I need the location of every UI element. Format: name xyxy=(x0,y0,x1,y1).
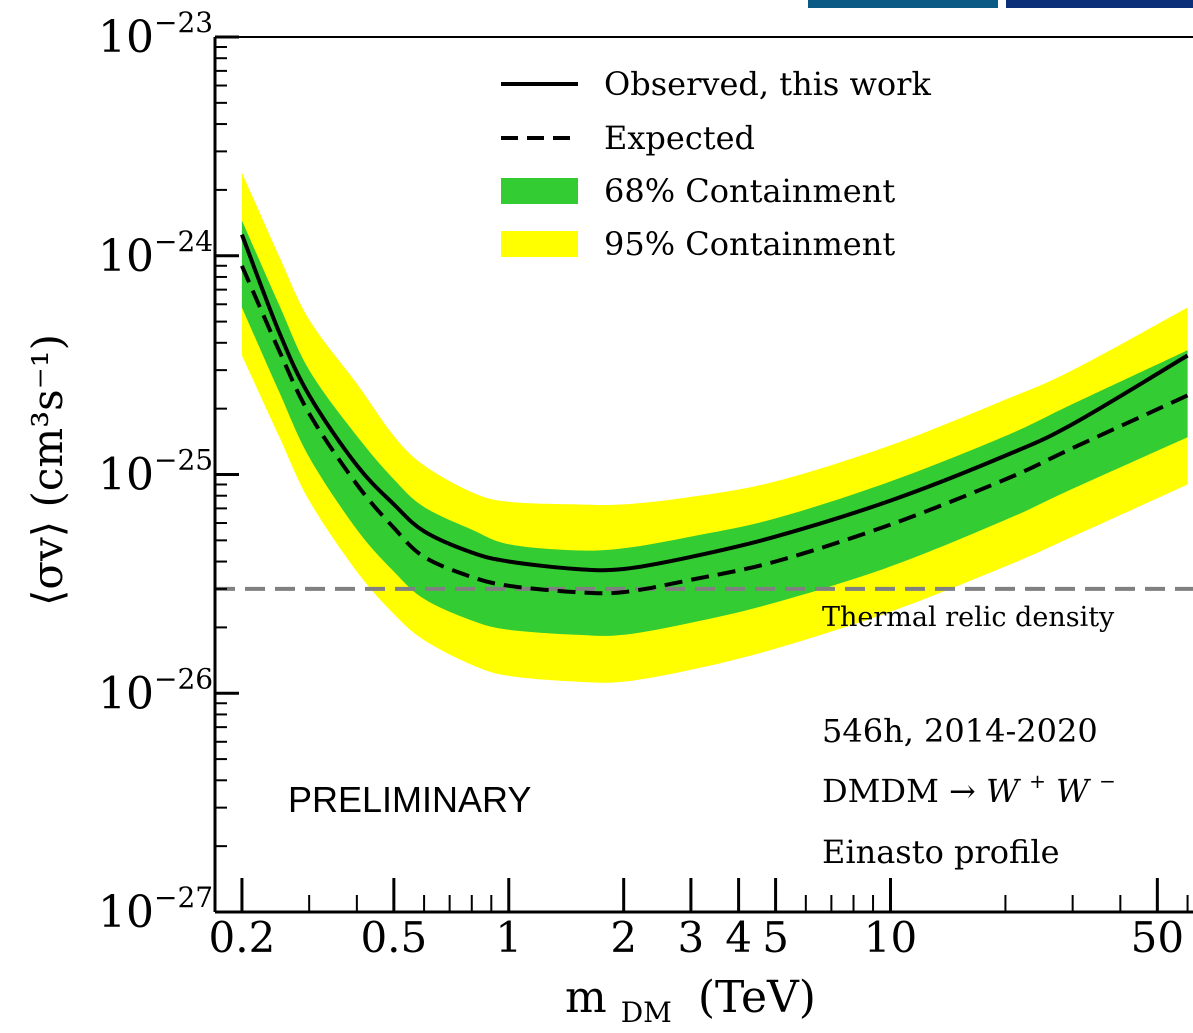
x-tick-label: 4 xyxy=(725,913,752,962)
x-axis-title: m DM (TeV) xyxy=(565,972,816,1028)
x-tick-label: 2 xyxy=(610,913,637,962)
y-tick-base: 10 xyxy=(98,231,154,282)
observed-line xyxy=(240,233,1189,573)
legend: Observed, this work Expected 68% Containme… xyxy=(501,65,931,263)
expected-line xyxy=(240,264,1189,596)
y-tick-exponent: −23 xyxy=(154,6,213,39)
y-tick-label: 10−26 xyxy=(98,662,213,719)
x-tick-label: 1 xyxy=(495,913,522,962)
channel-w1: W xyxy=(986,772,1022,810)
y-tick-label: 10−24 xyxy=(98,225,213,282)
x-tick-label: 10 xyxy=(864,913,917,962)
y-tick-base: 10 xyxy=(98,887,154,938)
channel-w2: W xyxy=(1056,772,1092,810)
legend-label: Observed, this work xyxy=(604,65,931,103)
y-tick-base: 10 xyxy=(98,450,154,501)
x-axis-title-unit: (TeV) xyxy=(698,972,816,1023)
annotation-channel: DMDM → W + W − xyxy=(822,758,1116,810)
x-tick-label: 0.2 xyxy=(209,913,276,962)
preliminary-label: PRELIMINARY xyxy=(288,779,531,820)
y-tick-label: 10−27 xyxy=(98,881,213,938)
legend-label: 68% Containment xyxy=(604,172,895,210)
x-axis-title-sub: DM xyxy=(621,996,672,1028)
y-tick-exponent: −24 xyxy=(154,225,213,258)
legend-label: Expected xyxy=(604,119,755,157)
y-tick-exponent: −26 xyxy=(154,662,213,695)
legend-swatch xyxy=(501,231,578,257)
logo-right xyxy=(1006,0,1193,8)
ref-line-label: Thermal relic density xyxy=(822,602,1115,633)
corner-logos xyxy=(808,0,1193,8)
band-68 xyxy=(241,220,1188,636)
x-axis-title-main: m xyxy=(565,972,607,1023)
legend-swatch xyxy=(501,178,578,204)
annotation-profile: Einasto profile xyxy=(822,833,1060,871)
logo-left xyxy=(808,0,998,8)
x-tick-label: 50 xyxy=(1131,913,1184,962)
annotation-exposure: 546h, 2014-2020 xyxy=(822,712,1098,750)
y-tick-base: 10 xyxy=(98,668,154,719)
x-tick-label: 3 xyxy=(678,913,705,962)
series-layer xyxy=(240,233,1189,596)
channel-plus: + xyxy=(1029,769,1046,793)
y-tick-label: 10−23 xyxy=(98,6,213,63)
legend-label: 95% Containment xyxy=(604,225,895,263)
y-axis-title: ⟨σv⟩ (cm³s⁻¹) xyxy=(23,334,72,606)
y-tick-label: 10−25 xyxy=(98,444,213,501)
x-tick-label: 0.5 xyxy=(360,913,427,962)
y-tick-exponent: −25 xyxy=(154,444,213,477)
y-tick-base: 10 xyxy=(98,12,154,63)
y-tick-exponent: −27 xyxy=(154,881,213,914)
x-tick-label: 5 xyxy=(762,913,789,962)
channel-minus: − xyxy=(1099,769,1116,793)
channel-prefix: DMDM → xyxy=(822,772,986,810)
